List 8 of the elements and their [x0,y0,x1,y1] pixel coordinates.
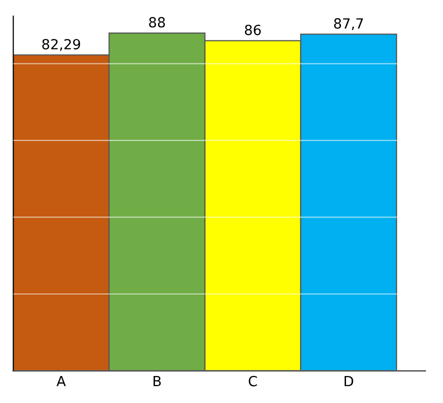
data-label: 87,7 [334,18,363,30]
data-label: 82,29 [42,38,80,51]
x-tick-label: B [154,376,161,386]
x-tick-label: C [248,376,257,386]
x-tick-label: D [344,376,354,386]
data-label: 86 [244,24,261,36]
data-label: 88 [149,17,165,28]
x-tick-label: A [56,376,66,386]
